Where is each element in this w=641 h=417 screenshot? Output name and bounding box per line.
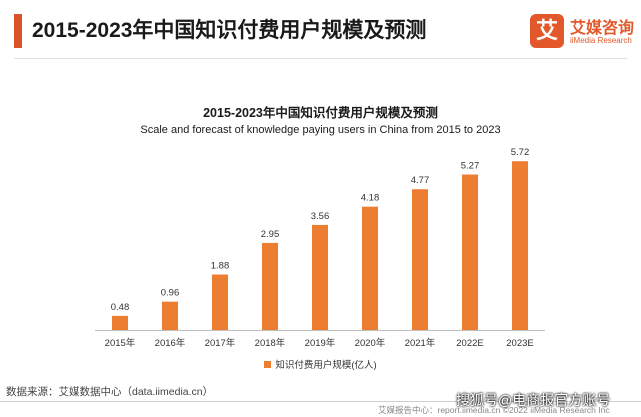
legend-label: 知识付费用户规模(亿人): [275, 360, 377, 371]
bar-value-label: 0.48: [111, 302, 130, 313]
bar-8: [512, 161, 528, 330]
title-accent-bar: [14, 14, 22, 48]
bar-6: [412, 189, 428, 330]
logo-name-en: iiMedia Research: [570, 36, 632, 45]
x-tick-label: 2016年: [155, 337, 186, 349]
x-tick-label: 2017年: [205, 337, 236, 349]
sohu-watermark: 搜狐号@电商报官方账号: [456, 392, 611, 408]
bar-7: [462, 174, 478, 330]
chart-subtitle: Scale and forecast of knowledge paying u…: [140, 124, 501, 136]
x-tick-label: 2019年: [305, 337, 336, 349]
bar-value-label: 1.88: [211, 261, 230, 272]
bar-value-label: 2.95: [261, 229, 280, 240]
page-title: 2015-2023年中国知识付费用户规模及预测: [32, 19, 427, 42]
logo-name-cn: 艾媒咨询: [570, 20, 635, 37]
logo-mark-icon: 艾: [530, 14, 564, 48]
x-tick-label: 2021年: [405, 337, 436, 349]
bar-value-label: 4.18: [361, 193, 380, 204]
chart-title: 2015-2023年中国知识付费用户规模及预测: [203, 106, 438, 120]
bar-2: [212, 274, 228, 330]
title-divider: [14, 58, 627, 59]
bar-value-label: 5.72: [511, 147, 530, 158]
bar-4: [312, 224, 328, 330]
x-tick-label: 2020年: [355, 337, 386, 349]
x-tick-label: 2015年: [105, 337, 136, 349]
bar-5: [362, 206, 378, 330]
footer-copyright: 艾媒报告中心：report.iimedia.cn ©2022 iiMedia R…: [378, 405, 610, 415]
bar-0: [112, 315, 128, 330]
footer-divider: [0, 401, 641, 402]
x-tick-label: 2023E: [506, 338, 533, 349]
x-tick-label: 2022E: [456, 338, 483, 349]
bar-value-label: 0.96: [161, 288, 180, 299]
bar-value-label: 5.27: [461, 160, 480, 171]
x-tick-label: 2018年: [255, 337, 286, 349]
iimedia-logo: 艾 艾媒咨询 iiMedia Research: [530, 12, 636, 52]
bar-3: [262, 242, 278, 330]
chart-legend: 知识付费用户规模(亿人): [0, 357, 641, 371]
bar-value-label: 3.56: [311, 211, 330, 222]
legend-swatch: [264, 360, 272, 368]
bar-value-label: 4.77: [411, 175, 430, 186]
data-source: 数据来源：艾媒数据中心（data.iimedia.cn）: [6, 386, 214, 398]
bar-1: [162, 301, 178, 330]
